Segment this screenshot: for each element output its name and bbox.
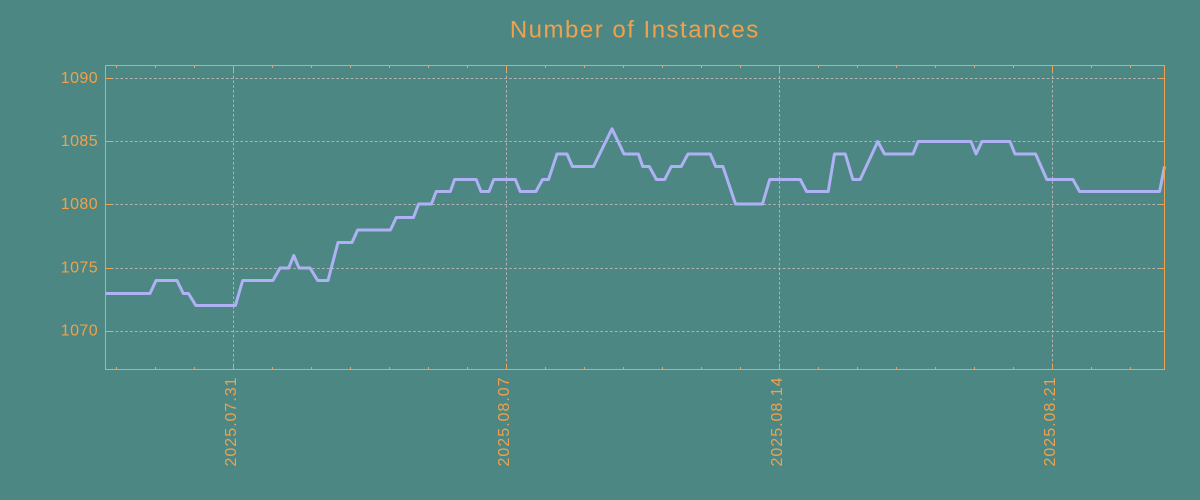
svg-text:1085: 1085 (61, 133, 98, 150)
svg-text:2025.08.21: 2025.08.21 (1042, 376, 1059, 466)
svg-text:2025.08.07: 2025.08.07 (496, 376, 513, 466)
svg-text:2025.07.31: 2025.07.31 (223, 376, 240, 466)
svg-text:1070: 1070 (61, 322, 98, 339)
svg-text:1080: 1080 (61, 196, 98, 213)
svg-text:2025.08.14: 2025.08.14 (769, 376, 786, 466)
svg-text:1075: 1075 (61, 259, 98, 276)
svg-text:Number of Instances: Number of Instances (510, 17, 760, 44)
svg-text:1090: 1090 (61, 70, 98, 87)
